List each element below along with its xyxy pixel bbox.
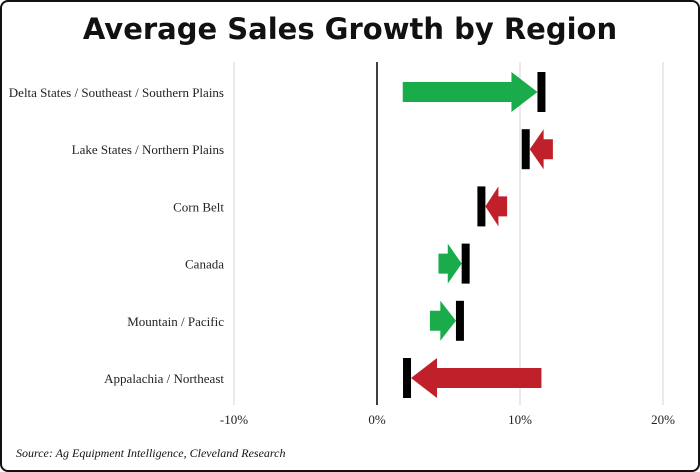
end-marker	[403, 358, 412, 398]
arrow	[402, 72, 538, 112]
x-tick-label: 0%	[368, 412, 386, 427]
category-label: Mountain / Pacific	[127, 314, 224, 329]
end-marker	[537, 72, 546, 112]
category-label: Corn Belt	[173, 199, 224, 214]
category-label: Delta States / Southeast / Southern Plai…	[9, 85, 224, 100]
arrow	[438, 243, 462, 284]
x-tick-label: 10%	[508, 412, 532, 427]
category-label: Lake States / Northern Plains	[72, 142, 224, 157]
chart-title: Average Sales Growth by Region	[82, 12, 618, 46]
chart-source: Source: Ag Equipment Intelligence, Cleve…	[16, 446, 286, 460]
arrow	[485, 186, 508, 227]
arrow	[529, 129, 553, 170]
end-marker	[461, 243, 470, 284]
category-label: Appalachia / Northeast	[104, 371, 224, 386]
category-label: Canada	[185, 257, 224, 272]
end-marker	[455, 300, 464, 341]
arrow	[411, 358, 542, 398]
end-marker	[521, 129, 530, 170]
end-marker	[477, 186, 486, 227]
arrow	[429, 300, 456, 341]
x-tick-label: -10%	[220, 412, 248, 427]
x-tick-label: 20%	[651, 412, 675, 427]
